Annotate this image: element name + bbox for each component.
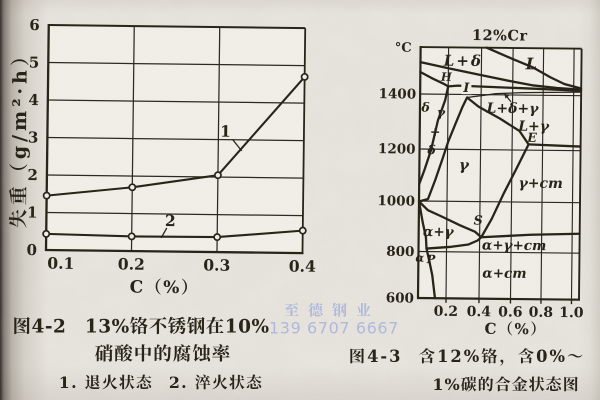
paper-grain: [0, 0, 600, 400]
scanned-textbook-page: 0 1 2 3 4 5 6 0.1 0.2 0.3 0.4 1 2 C% g/m²·h 4-2 13% 10% 1.…: [0, 0, 600, 400]
